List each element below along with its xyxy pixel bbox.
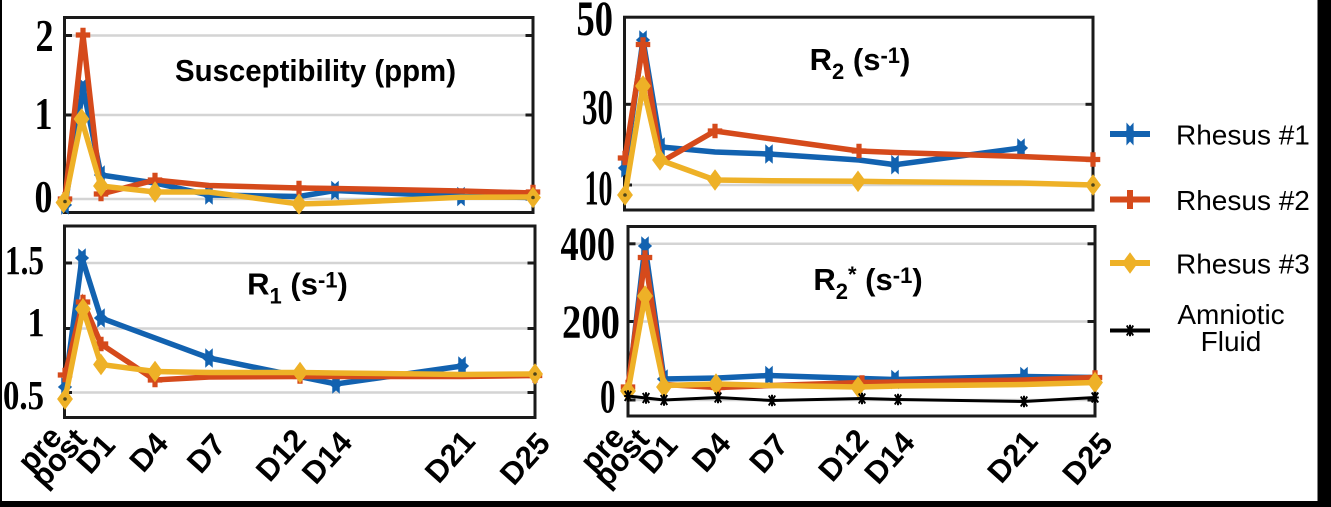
svg-text:50: 50: [577, 0, 614, 46]
svg-text:200: 200: [562, 296, 620, 349]
svg-text:1: 1: [28, 299, 45, 345]
svg-text:Susceptibility (ppm): Susceptibility (ppm): [175, 53, 456, 88]
svg-text:Rhesus #1: Rhesus #1: [1176, 120, 1310, 151]
svg-text:0: 0: [600, 371, 616, 424]
svg-text:Amniotic: Amniotic: [1177, 299, 1284, 330]
svg-text:Fluid: Fluid: [1201, 326, 1262, 357]
svg-text:2: 2: [36, 11, 54, 61]
svg-text:Rhesus #2: Rhesus #2: [1176, 185, 1310, 216]
svg-text:0: 0: [35, 172, 53, 222]
svg-text:30: 30: [582, 79, 613, 135]
svg-text:Rhesus #3: Rhesus #3: [1176, 249, 1310, 280]
svg-text:1.5: 1.5: [5, 237, 44, 283]
svg-text:1: 1: [35, 89, 53, 139]
svg-text:400: 400: [561, 218, 616, 271]
svg-text:10: 10: [585, 160, 613, 216]
svg-text:0.5: 0.5: [3, 372, 44, 418]
